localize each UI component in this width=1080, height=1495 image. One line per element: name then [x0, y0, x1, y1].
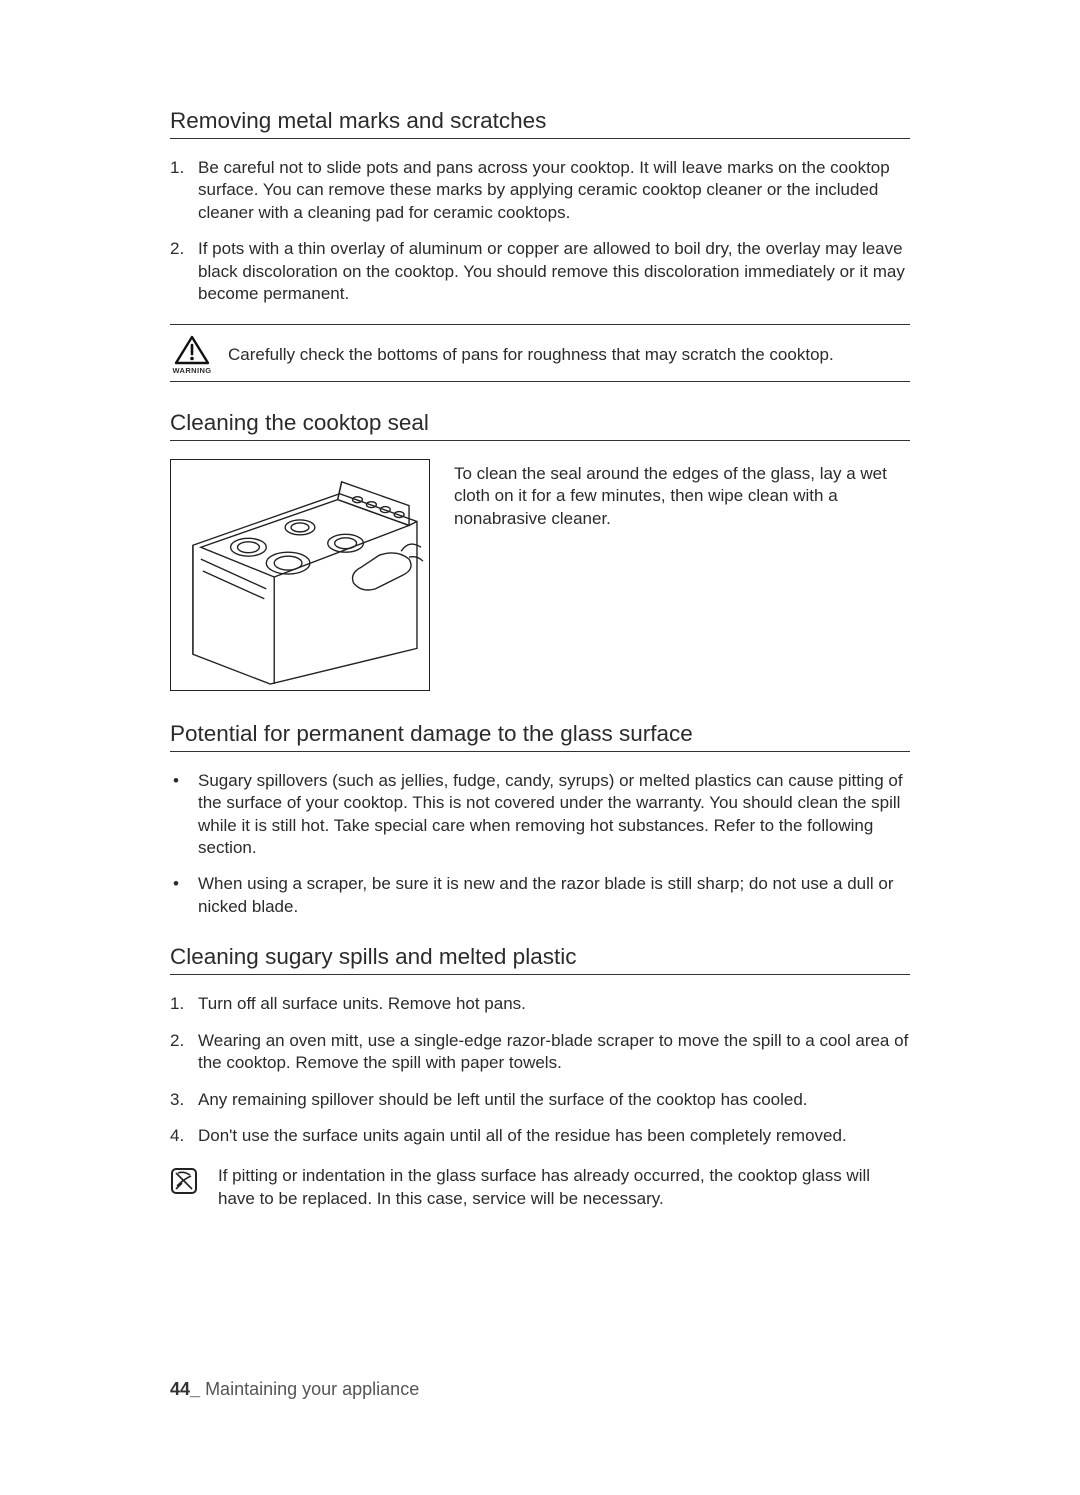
list-number: 4. — [170, 1125, 198, 1147]
list-number: 3. — [170, 1089, 198, 1111]
seal-text: To clean the seal around the edges of th… — [454, 459, 910, 691]
heading-cleaning-seal: Cleaning the cooktop seal — [170, 410, 910, 441]
page-footer: 44_ Maintaining your appliance — [170, 1379, 419, 1400]
list-number: 2. — [170, 1030, 198, 1075]
divider — [170, 324, 910, 325]
list-text: Wearing an oven mitt, use a single-edge … — [198, 1030, 910, 1075]
list-text: Any remaining spillover should be left u… — [198, 1089, 808, 1111]
note-block: If pitting or indentation in the glass s… — [170, 1165, 910, 1210]
list-text: Sugary spillovers (such as jellies, fudg… — [198, 770, 910, 860]
divider — [170, 381, 910, 382]
page-number: 44_ — [170, 1379, 200, 1399]
list-removing-marks: 1. Be careful not to slide pots and pans… — [170, 157, 910, 306]
note-text: If pitting or indentation in the glass s… — [218, 1165, 910, 1210]
list-permanent-damage: • Sugary spillovers (such as jellies, fu… — [170, 770, 910, 919]
list-text: Don't use the surface units again until … — [198, 1125, 847, 1147]
list-item: 1. Turn off all surface units. Remove ho… — [170, 993, 910, 1015]
list-text: When using a scraper, be sure it is new … — [198, 873, 910, 918]
list-number: 1. — [170, 993, 198, 1015]
list-text: If pots with a thin overlay of aluminum … — [198, 238, 910, 305]
heading-removing-marks: Removing metal marks and scratches — [170, 108, 910, 139]
note-icon — [170, 1165, 204, 1210]
list-item: 2. If pots with a thin overlay of alumin… — [170, 238, 910, 305]
warning-block: WARNING Carefully check the bottoms of p… — [170, 335, 910, 375]
warning-icon: WARNING — [170, 335, 214, 375]
list-item: 3. Any remaining spillover should be lef… — [170, 1089, 910, 1111]
list-text: Turn off all surface units. Remove hot p… — [198, 993, 526, 1015]
bullet-icon: • — [170, 873, 198, 918]
list-number: 2. — [170, 238, 198, 305]
seal-row: To clean the seal around the edges of th… — [170, 459, 910, 691]
list-item: • When using a scraper, be sure it is ne… — [170, 873, 910, 918]
manual-page: Removing metal marks and scratches 1. Be… — [0, 0, 1080, 1495]
cooktop-illustration — [170, 459, 430, 691]
list-sugary-spills: 1. Turn off all surface units. Remove ho… — [170, 993, 910, 1147]
list-item: 4. Don't use the surface units again unt… — [170, 1125, 910, 1147]
warning-text: Carefully check the bottoms of pans for … — [228, 344, 834, 366]
bullet-icon: • — [170, 770, 198, 860]
heading-permanent-damage: Potential for permanent damage to the gl… — [170, 721, 910, 752]
heading-sugary-spills: Cleaning sugary spills and melted plasti… — [170, 944, 910, 975]
list-text: Be careful not to slide pots and pans ac… — [198, 157, 910, 224]
footer-section-title: Maintaining your appliance — [205, 1379, 419, 1399]
list-number: 1. — [170, 157, 198, 224]
warning-label: WARNING — [172, 366, 211, 375]
list-item: 1. Be careful not to slide pots and pans… — [170, 157, 910, 224]
list-item: 2. Wearing an oven mitt, use a single-ed… — [170, 1030, 910, 1075]
list-item: • Sugary spillovers (such as jellies, fu… — [170, 770, 910, 860]
